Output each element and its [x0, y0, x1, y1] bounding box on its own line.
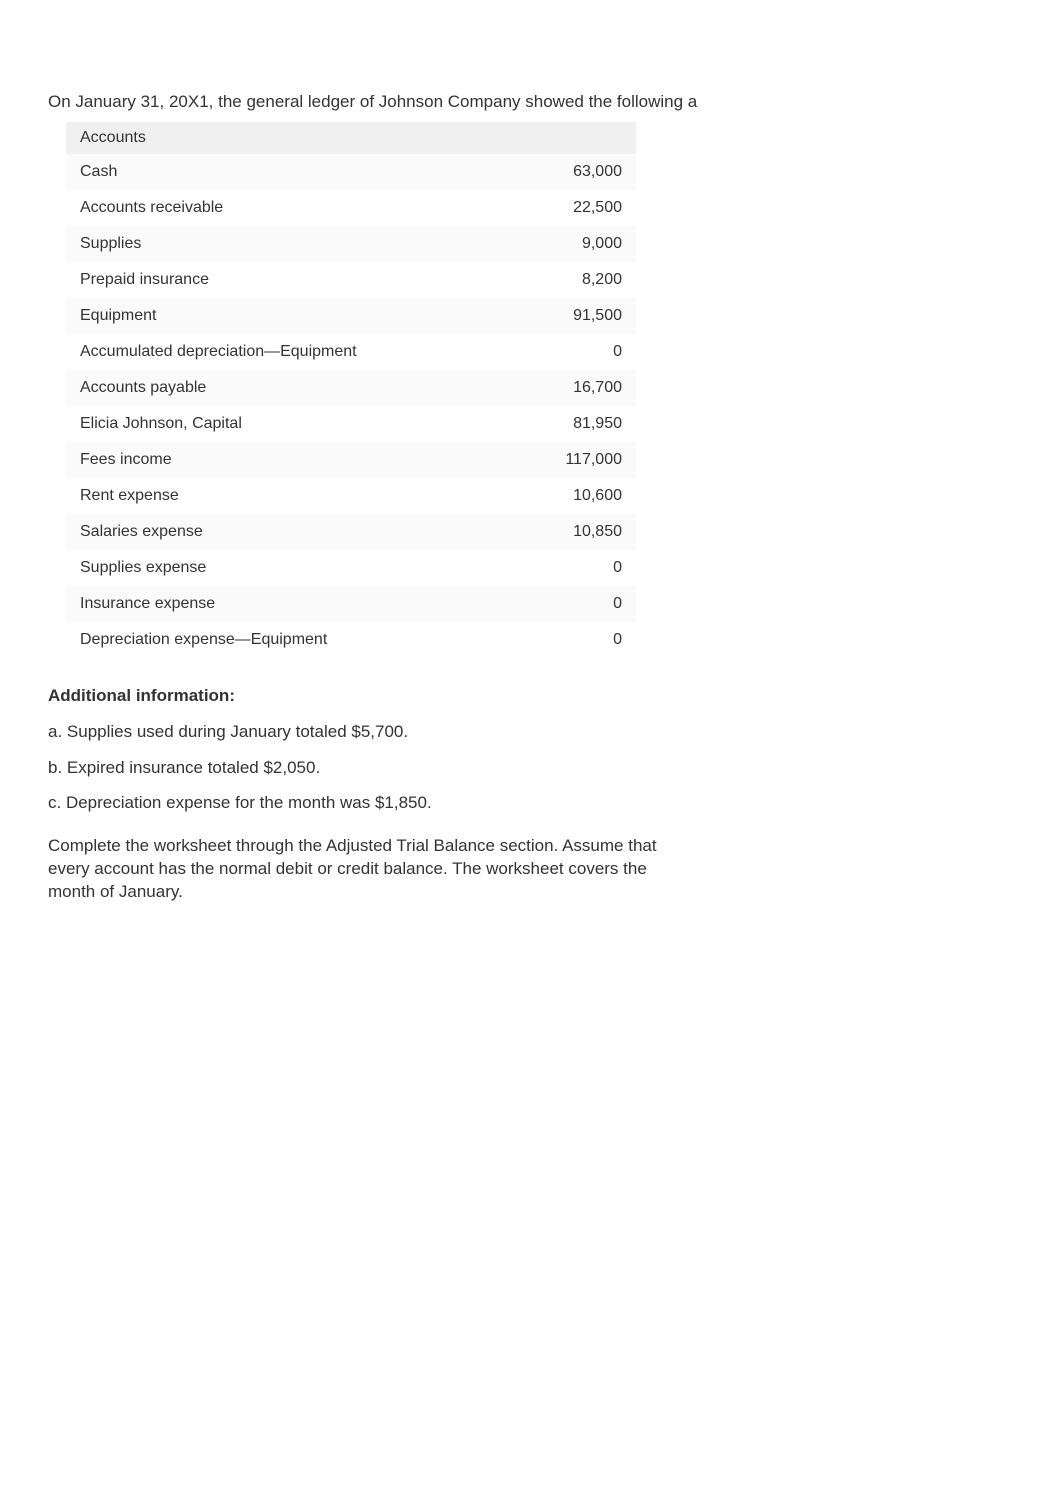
additional-info-item: a. Supplies used during January totaled …: [48, 720, 1014, 744]
account-value: 0: [516, 550, 636, 586]
account-name: Fees income: [66, 442, 516, 478]
table-row: Equipment 91,500: [66, 298, 636, 334]
account-name: Elicia Johnson, Capital: [66, 406, 516, 442]
accounts-table: Accounts Cash 63,000 Accounts receivable…: [66, 122, 636, 658]
account-value: 0: [516, 334, 636, 370]
account-value: 8,200: [516, 262, 636, 298]
table-row: Elicia Johnson, Capital 81,950: [66, 406, 636, 442]
account-name: Accounts payable: [66, 370, 516, 406]
account-name: Supplies expense: [66, 550, 516, 586]
account-name: Rent expense: [66, 478, 516, 514]
table-row: Salaries expense 10,850: [66, 514, 636, 550]
table-row: Insurance expense 0: [66, 586, 636, 622]
table-row: Supplies 9,000: [66, 226, 636, 262]
account-name: Insurance expense: [66, 586, 516, 622]
table-row: Rent expense 10,600: [66, 478, 636, 514]
table-row: Depreciation expense—Equipment 0: [66, 622, 636, 658]
account-value: 0: [516, 586, 636, 622]
account-value: 63,000: [516, 154, 636, 190]
additional-info-item: b. Expired insurance totaled $2,050.: [48, 756, 1014, 780]
table-row: Accumulated depreciation—Equipment 0: [66, 334, 636, 370]
account-name: Salaries expense: [66, 514, 516, 550]
account-value: 9,000: [516, 226, 636, 262]
additional-info-item: c. Depreciation expense for the month wa…: [48, 791, 1014, 815]
table-row: Fees income 117,000: [66, 442, 636, 478]
table-row: Supplies expense 0: [66, 550, 636, 586]
accounts-table-header: Accounts: [66, 122, 636, 154]
table-row: Accounts payable 16,700: [66, 370, 636, 406]
account-value: 16,700: [516, 370, 636, 406]
account-value: 0: [516, 622, 636, 658]
account-value: 22,500: [516, 190, 636, 226]
instructions-text: Complete the worksheet through the Adjus…: [48, 835, 678, 904]
additional-info-heading: Additional information:: [48, 686, 1014, 706]
account-value: 10,600: [516, 478, 636, 514]
table-row: Accounts receivable 22,500: [66, 190, 636, 226]
account-name: Accounts receivable: [66, 190, 516, 226]
account-name: Equipment: [66, 298, 516, 334]
account-value: 91,500: [516, 298, 636, 334]
table-row: Prepaid insurance 8,200: [66, 262, 636, 298]
account-value: 81,950: [516, 406, 636, 442]
table-row: Cash 63,000: [66, 154, 636, 190]
account-name: Cash: [66, 154, 516, 190]
account-name: Depreciation expense—Equipment: [66, 622, 516, 658]
account-name: Supplies: [66, 226, 516, 262]
account-value: 10,850: [516, 514, 636, 550]
account-name: Prepaid insurance: [66, 262, 516, 298]
account-name: Accumulated depreciation—Equipment: [66, 334, 516, 370]
account-value: 117,000: [516, 442, 636, 478]
intro-text: On January 31, 20X1, the general ledger …: [48, 90, 1014, 114]
